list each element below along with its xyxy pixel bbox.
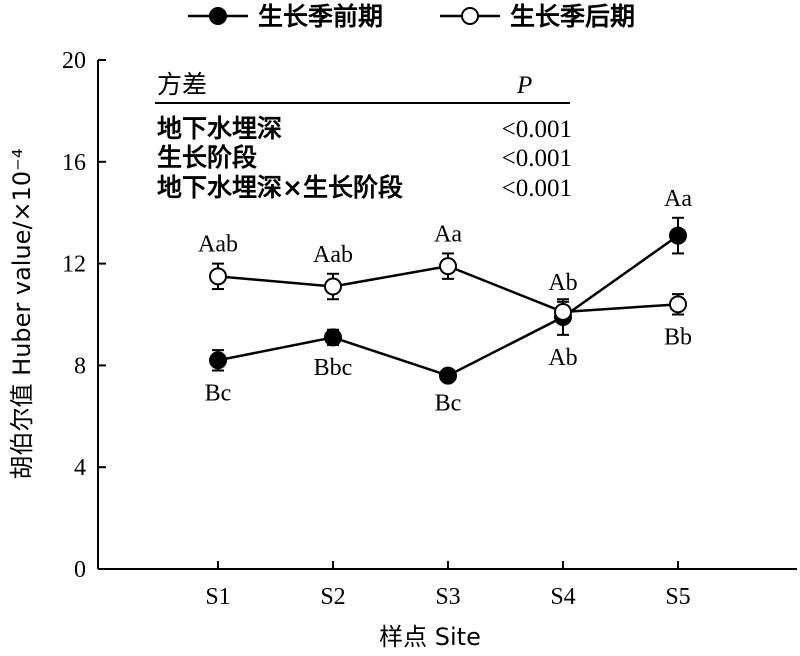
y-tick-label: 12 — [62, 252, 86, 278]
y-axis-ticks: 0 4 8 12 16 20 — [62, 48, 106, 583]
x-tick-label: S2 — [320, 584, 345, 610]
x-tick-label: S4 — [550, 584, 575, 610]
data-point — [439, 257, 457, 276]
data-point — [209, 351, 227, 370]
anova-row-factor: 地下水埋深×生长阶段 — [157, 173, 403, 202]
x-tick-label: S5 — [665, 584, 690, 610]
series-early: Bc Bbc Bc Ab Aa — [205, 186, 693, 417]
legend-marker-late — [461, 7, 479, 25]
significance-label: Aa — [664, 186, 692, 212]
anova-row-p: <0.001 — [502, 116, 572, 143]
data-point — [554, 302, 572, 321]
plot-area: Bc Bbc Bc Ab Aa Aab Aab Aa Ab Bb — [198, 186, 692, 417]
x-tick-label: S3 — [435, 584, 460, 610]
y-axis-title: 胡伯尔值 Huber value/×10⁻⁴ — [8, 149, 36, 480]
significance-label: Bb — [664, 325, 692, 351]
series-late: Aab Aab Aa Ab Bb — [198, 221, 692, 350]
anova-header-p: P — [516, 72, 532, 99]
y-tick-label: 8 — [74, 353, 86, 379]
significance-label: Ab — [548, 270, 577, 296]
data-point — [324, 328, 342, 347]
legend-label-early: 生长季前期 — [258, 2, 383, 31]
anova-row-p: <0.001 — [502, 175, 572, 202]
x-axis-ticks: S1 S2 S3 S4 S5 — [205, 561, 691, 610]
data-point — [669, 295, 687, 314]
data-point — [669, 226, 687, 245]
legend: 生长季前期 生长季后期 — [188, 2, 635, 31]
y-tick-label: 4 — [74, 455, 86, 481]
significance-label: Aab — [198, 232, 238, 258]
legend-marker-early — [209, 7, 227, 25]
x-tick-label: S1 — [205, 584, 230, 610]
significance-label: Bc — [435, 391, 462, 417]
significance-label: Ab — [548, 345, 577, 371]
data-point — [324, 277, 342, 296]
anova-row-p: <0.001 — [502, 145, 572, 172]
y-tick-label: 20 — [62, 48, 86, 74]
significance-label: Bbc — [314, 355, 353, 381]
legend-label-late: 生长季后期 — [510, 2, 635, 31]
anova-row-factor: 生长阶段 — [157, 143, 257, 172]
anova-table: 方差 P 地下水埋深 <0.001 生长阶段 <0.001 地下水埋深×生长阶段… — [155, 70, 572, 202]
anova-header-factor: 方差 — [157, 70, 207, 99]
significance-label: Aa — [434, 221, 462, 247]
significance-label: Aab — [313, 242, 353, 268]
significance-label: Bc — [205, 380, 232, 406]
y-tick-label: 0 — [74, 557, 86, 583]
data-point — [439, 366, 457, 385]
x-axis-title: 样点 Site — [379, 623, 481, 651]
data-point — [209, 267, 227, 286]
anova-row-factor: 地下水埋深 — [157, 114, 282, 143]
y-tick-label: 16 — [62, 150, 86, 176]
